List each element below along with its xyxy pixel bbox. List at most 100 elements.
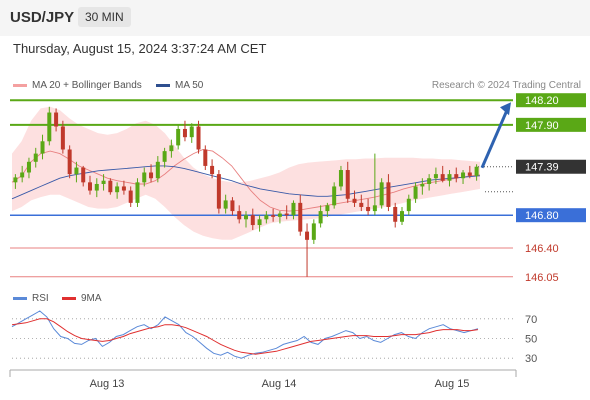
credit-label: Research © 2024 Trading Central (431, 80, 581, 91)
candle-body (379, 182, 384, 206)
legend-rsi: RSI (13, 293, 49, 304)
x-tick-aug-15: Aug 15 (435, 378, 470, 390)
candle-body (413, 186, 418, 199)
x-tick-aug-14: Aug 14 (262, 378, 297, 390)
candle-body (359, 202, 364, 207)
symbol-title: USD/JPY (10, 9, 75, 26)
level-label-146.40: 146.40 (525, 243, 559, 255)
projection-arrow-head (500, 102, 511, 116)
level-label-148.20: 148.20 (525, 95, 559, 107)
candle-body (250, 215, 255, 226)
legend-rsi-label: RSI (32, 293, 49, 304)
legend-ma50-label: MA 50 (175, 80, 204, 91)
level-label-147.90: 147.90 (525, 120, 559, 132)
candle-body (33, 153, 38, 162)
legend-rsi-ma-label: 9MA (81, 293, 102, 304)
candle-body (176, 128, 181, 146)
candle-body (67, 149, 72, 175)
candle-body (13, 177, 18, 183)
candle-body (155, 161, 160, 179)
candle-body (406, 198, 411, 212)
candle-body (352, 198, 357, 203)
candle-body (440, 174, 445, 181)
candle-body (467, 172, 472, 176)
candle-body (94, 183, 99, 191)
candle-body (203, 149, 208, 166)
candle-body (210, 165, 215, 175)
legend-ma20: MA 20 + Bollinger Bands (13, 80, 142, 91)
candle-body (237, 211, 242, 220)
candle-body (454, 174, 459, 179)
candle-body (393, 206, 398, 222)
x-tick-aug-13: Aug 13 (90, 378, 125, 390)
candle-body (311, 223, 316, 240)
candle-body (338, 170, 343, 187)
rsi-ma-line (11, 318, 479, 355)
candle-body (298, 202, 303, 232)
projection-arrow-shaft (480, 109, 509, 169)
rsi-ma-swatch (62, 296, 76, 300)
candle-body (325, 205, 330, 212)
candle-body (216, 174, 221, 209)
candle-body (196, 126, 201, 150)
current-price-value: 147.39 (525, 162, 559, 174)
candle-body (149, 172, 154, 179)
candle-body (244, 215, 248, 220)
ma50-line (11, 165, 481, 200)
candle-body (169, 145, 174, 152)
candle-body (101, 180, 106, 184)
level-badge-148.20 (516, 93, 586, 108)
level-badge-146.80 (516, 208, 586, 223)
candle-body (474, 166, 479, 176)
candle-body (372, 205, 377, 212)
candle-body (162, 151, 167, 162)
candle-body (366, 206, 371, 212)
candle-body (60, 126, 65, 150)
candle-body (257, 219, 262, 226)
candle-body (189, 126, 194, 138)
header-bar: USD/JPY 30 MIN (0, 0, 590, 36)
ma20-line (11, 149, 481, 212)
candle-body (88, 182, 92, 191)
candle-body (40, 141, 45, 154)
candle-body (47, 112, 52, 142)
candle-body (277, 213, 282, 217)
candle-body (271, 215, 276, 217)
candle-body (264, 215, 269, 220)
ma50-swatch (156, 83, 170, 87)
candle-body (291, 202, 296, 216)
legend-ma50: MA 50 (156, 80, 203, 91)
candle-body (223, 200, 228, 209)
legend-rsi-ma: 9MA (62, 293, 102, 304)
candle-body (135, 182, 140, 203)
candle-body (121, 186, 126, 191)
candle-body (284, 213, 289, 216)
ma20-swatch (13, 83, 27, 87)
candle-body (420, 183, 425, 187)
candle-body (345, 170, 350, 199)
rsi-tick-30: 30 (525, 353, 537, 365)
candle-body (115, 186, 120, 193)
candle-body (74, 167, 79, 175)
level-badge-147.90 (516, 117, 586, 132)
candle-body (26, 161, 31, 173)
candle-body (142, 172, 147, 183)
rsi-tick-50: 50 (525, 334, 537, 346)
rsi-tick-70: 70 (525, 314, 537, 326)
candle-body (20, 172, 25, 178)
legend-ma20-label: MA 20 + Bollinger Bands (32, 80, 142, 91)
candle-body (332, 186, 337, 206)
candle-body (433, 174, 438, 179)
candle-body (128, 190, 133, 203)
candle-body (230, 200, 235, 212)
candle-body (400, 211, 404, 222)
candle-body (318, 211, 323, 224)
candle-body (386, 182, 391, 207)
interval-badge[interactable]: 30 MIN (78, 7, 131, 27)
candle-body (305, 231, 310, 240)
candle-body (108, 180, 113, 193)
level-label-146.80: 146.80 (525, 210, 559, 222)
candle-body (81, 167, 86, 183)
datetime-label: Thursday, August 15, 2024 3:37:24 AM CET (13, 41, 267, 56)
